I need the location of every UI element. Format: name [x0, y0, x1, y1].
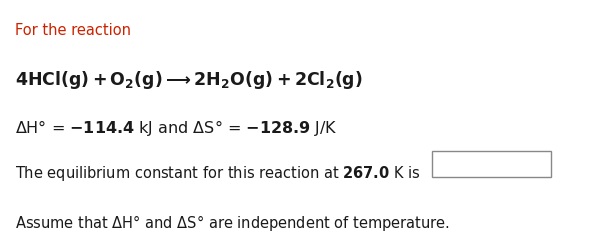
Text: The equilibrium constant for this reaction at $\mathbf{267.0}$ K is: The equilibrium constant for this reacti… — [15, 164, 420, 183]
Text: For the reaction: For the reaction — [15, 23, 131, 38]
Text: Assume that $\Delta$H° and $\Delta$S° are independent of temperature.: Assume that $\Delta$H° and $\Delta$S° ar… — [15, 213, 450, 231]
Text: $\mathbf{4HCl(g) + O_2(g){\longrightarrow}2H_2O(g) + 2Cl_2(g)}$: $\mathbf{4HCl(g) + O_2(g){\longrightarro… — [15, 69, 362, 91]
FancyBboxPatch shape — [432, 151, 551, 177]
Text: $\Delta$H° = $\mathbf{-114.4}$ kJ and $\Delta$S° = $\mathbf{-128.9}$ J/K: $\Delta$H° = $\mathbf{-114.4}$ kJ and $\… — [15, 118, 337, 138]
